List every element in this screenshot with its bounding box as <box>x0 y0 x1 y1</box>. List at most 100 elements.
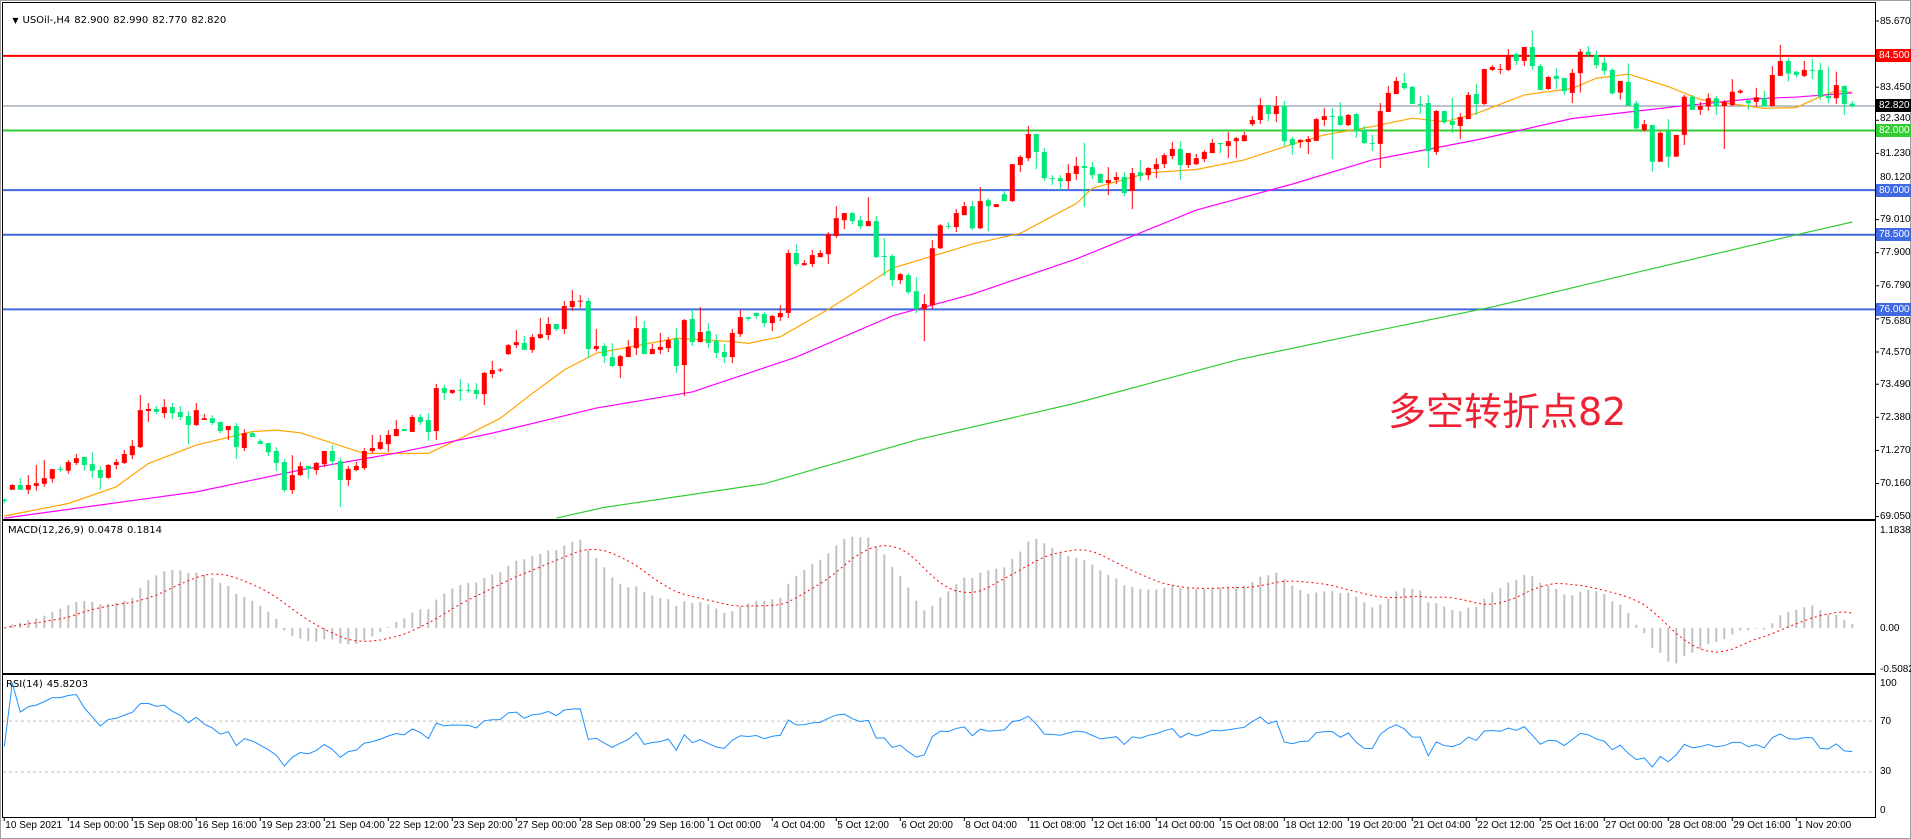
candle-body <box>49 469 55 479</box>
candle-body <box>241 433 247 449</box>
candle-body <box>1009 164 1015 202</box>
candle-body <box>761 314 767 324</box>
price-tick-label: 79.010 <box>1880 214 1911 226</box>
candle-body <box>73 458 79 463</box>
candle-body <box>1777 60 1783 76</box>
candle <box>393 419 399 437</box>
candle <box>265 442 271 457</box>
candle <box>1617 80 1623 100</box>
time-axis-label: 22 Oct 12:00 <box>1477 820 1535 831</box>
candle <box>1689 94 1695 110</box>
candle-body <box>1153 164 1159 170</box>
candle <box>305 465 311 479</box>
price-tick-label: 76.790 <box>1880 280 1911 292</box>
candle-body <box>1689 96 1695 110</box>
candle <box>385 430 391 452</box>
candle-body <box>1513 54 1519 61</box>
candle-body <box>225 425 231 431</box>
rsi-value: 45.8203 <box>46 679 89 690</box>
candle-body <box>937 225 943 249</box>
candle <box>1729 79 1735 106</box>
candle <box>337 457 343 508</box>
candle <box>481 371 487 406</box>
candle <box>225 425 231 440</box>
candle <box>377 434 383 451</box>
candle <box>345 465 351 486</box>
candle <box>1777 44 1783 76</box>
candle-body <box>1761 98 1767 107</box>
candle-body <box>625 346 631 358</box>
price-tick-label: 75.680 <box>1880 316 1911 328</box>
time-axis-label: 8 Oct 04:00 <box>965 820 1017 831</box>
candle-body <box>1417 103 1423 105</box>
candle-body <box>873 221 879 258</box>
candle-body <box>1553 75 1559 79</box>
candle <box>697 306 703 343</box>
candle-body <box>585 301 591 350</box>
candle <box>617 354 623 378</box>
candle <box>897 272 903 285</box>
candle-body <box>1193 158 1199 165</box>
candle <box>489 360 495 378</box>
candle-body <box>1721 101 1727 106</box>
candle-body <box>697 332 703 343</box>
candle-body <box>897 274 903 281</box>
candle <box>497 368 503 372</box>
chart-annotation[interactable]: 多空转折点82 <box>1388 390 1627 434</box>
level-price-tag: 82.000 <box>1876 123 1911 137</box>
price-tick-label: 71.270 <box>1880 444 1911 456</box>
candle-body <box>1801 69 1807 76</box>
candle <box>729 329 735 364</box>
time-axis-label: 22 Sep 12:00 <box>389 820 449 831</box>
candle-body <box>233 425 239 448</box>
candle-body <box>1105 179 1111 183</box>
time-axis-label: 14 Oct 00:00 <box>1157 820 1215 831</box>
candle <box>1025 125 1031 162</box>
candle <box>297 462 303 477</box>
candle-body <box>1049 178 1055 180</box>
candle <box>1377 103 1383 169</box>
time-axis-label: 19 Sep 23:00 <box>261 820 321 831</box>
candle <box>465 383 471 393</box>
candle <box>49 469 55 483</box>
candle-body <box>105 465 111 478</box>
candle <box>1641 120 1647 132</box>
candle-body <box>1673 134 1679 157</box>
price-tick-label: 69.050 <box>1880 511 1911 523</box>
candle <box>569 289 575 311</box>
candle-body <box>1329 115 1335 117</box>
candle-body <box>1137 172 1143 177</box>
candle <box>3 498 7 504</box>
candle <box>817 250 823 258</box>
candle-body <box>1497 69 1503 71</box>
candle <box>1649 125 1655 172</box>
candle <box>745 317 751 321</box>
candle-body <box>817 252 823 258</box>
candle-body <box>553 323 559 330</box>
candle-body <box>489 369 495 375</box>
candle-body <box>801 263 807 266</box>
triangle-down-icon[interactable]: ▼ <box>12 16 19 25</box>
candle-body <box>1217 142 1223 145</box>
candle <box>1745 100 1751 110</box>
candle-body <box>1449 120 1455 126</box>
candle <box>1393 77 1399 95</box>
candle-body <box>601 346 607 357</box>
candle <box>1121 172 1127 197</box>
candle-body <box>1657 132 1663 162</box>
candle-body <box>1713 98 1719 106</box>
candle-body <box>497 369 503 371</box>
candle-body <box>1465 94 1471 120</box>
candle <box>153 405 159 415</box>
candle <box>1537 63 1543 90</box>
candle <box>329 445 335 466</box>
candle-body <box>1817 69 1823 97</box>
candle-body <box>1241 135 1247 142</box>
candle-body <box>649 349 655 355</box>
candle-body <box>321 451 327 465</box>
candle-body <box>1233 138 1239 142</box>
symbol-timeframe: USOil-,H4 <box>22 15 71 26</box>
candle <box>929 240 935 310</box>
price-tick-label: 83.450 <box>1880 81 1911 93</box>
